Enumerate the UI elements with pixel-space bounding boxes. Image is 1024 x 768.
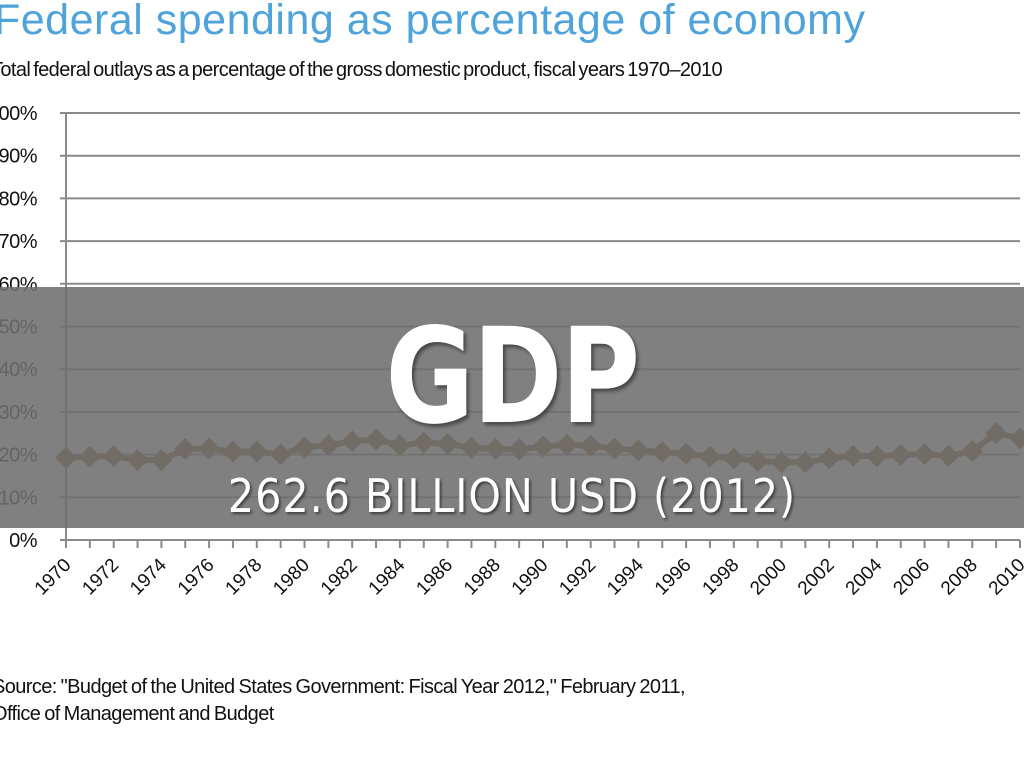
chart-title: Federal spending as percentage of econom… bbox=[0, 0, 866, 44]
x-tick-label: 1998 bbox=[699, 555, 744, 600]
y-tick-label: 0% bbox=[9, 530, 38, 552]
overlay-band bbox=[0, 287, 1024, 528]
x-tick-label: 1976 bbox=[174, 555, 219, 600]
x-tick-label: 1984 bbox=[365, 554, 410, 599]
chart-source: Source: "Budget of the United States Gov… bbox=[0, 674, 686, 728]
y-tick-label: 100% bbox=[0, 103, 38, 125]
x-tick-label: 1970 bbox=[31, 555, 76, 600]
x-tick-label: 2002 bbox=[794, 555, 839, 600]
x-tick-label: 1988 bbox=[460, 555, 505, 600]
overlay-headline: GDP bbox=[385, 300, 640, 454]
chart-subtitle: Total federal outlays as a percentage of… bbox=[0, 59, 723, 81]
y-tick-label: 80% bbox=[0, 188, 38, 210]
x-axis-tick-labels: 1970 1972 1974 1976 1978 1980 1982 1984 1986 1988… bbox=[31, 554, 1024, 599]
x-tick-label: 1978 bbox=[222, 555, 267, 600]
x-tick-label: 1980 bbox=[269, 555, 314, 600]
x-tick-label: 2000 bbox=[746, 555, 791, 600]
x-tick-label: 1994 bbox=[603, 554, 648, 599]
y-tick-label: 70% bbox=[0, 231, 38, 253]
x-tick-label: 1990 bbox=[508, 555, 553, 600]
x-tick-label: 1974 bbox=[126, 554, 171, 599]
y-tick-label: 90% bbox=[0, 146, 38, 168]
x-tick-label: 1986 bbox=[412, 555, 457, 600]
source-line-2: Office of Management and Budget bbox=[0, 703, 274, 725]
x-tick-label: 2008 bbox=[937, 555, 982, 600]
x-tick-label: 2010 bbox=[985, 555, 1024, 600]
x-tick-label: 2004 bbox=[842, 554, 887, 599]
overlay-caption: 262.6 BILLION USD (2012) bbox=[227, 469, 797, 523]
x-tick-label: 2006 bbox=[889, 555, 934, 600]
x-tick-label: 1982 bbox=[317, 555, 362, 600]
source-line-1: Source: "Budget of the United States Gov… bbox=[0, 676, 686, 698]
x-tick-label: 1972 bbox=[78, 555, 123, 600]
x-tick-label: 1996 bbox=[651, 555, 696, 600]
x-tick-label: 1992 bbox=[555, 555, 600, 600]
